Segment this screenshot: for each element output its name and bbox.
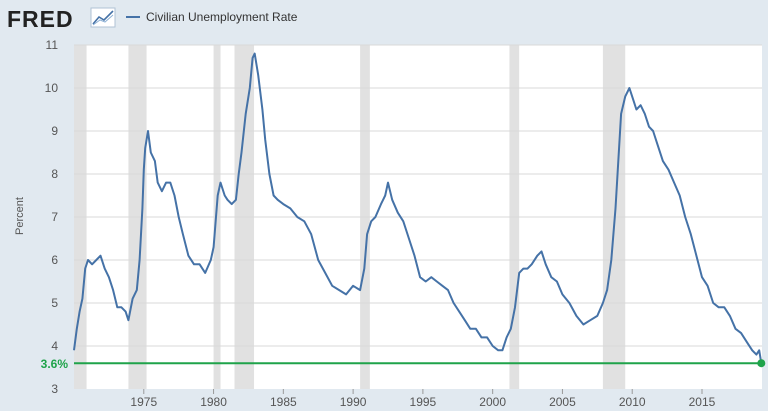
- reference-line-group: 3.6%: [41, 357, 766, 371]
- x-tick-label-1990: 1990: [340, 395, 367, 409]
- x-tick-label-2010: 2010: [619, 395, 646, 409]
- latest-value-marker[interactable]: [757, 359, 766, 368]
- y-tick-label-9: 9: [51, 124, 58, 138]
- legend-label[interactable]: Civilian Unemployment Rate: [146, 10, 298, 24]
- x-axis-ticks: 1975 1980 1985 1990 1995 2000 2005 2010 2015: [130, 389, 716, 409]
- gridlines: [74, 44, 762, 347]
- x-tick-label-2015: 2015: [689, 395, 716, 409]
- series-line-civilian-unemployment-rate: [73, 52, 763, 364]
- x-tick-label-1985: 1985: [270, 395, 297, 409]
- reference-line-label: 3.6%: [41, 357, 69, 371]
- y-axis-ticks: 3 4 5 6 7 8 9 10 11: [45, 38, 59, 396]
- y-tick-label-7: 7: [51, 210, 58, 224]
- y-tick-label-3: 3: [51, 382, 58, 396]
- x-tick-label-1975: 1975: [130, 395, 157, 409]
- y-tick-label-4: 4: [51, 339, 58, 353]
- y-tick-label-5: 5: [51, 296, 58, 310]
- y-tick-label-6: 6: [51, 253, 58, 267]
- y-tick-label-11: 11: [46, 38, 59, 52]
- y-tick-label-10: 10: [45, 81, 59, 95]
- x-tick-label-2000: 2000: [479, 395, 506, 409]
- x-tick-label-2005: 2005: [549, 395, 576, 409]
- fred-chart-icon: [90, 7, 116, 28]
- fred-logo[interactable]: FRED: [7, 6, 74, 32]
- header: FRED Civilian Unemployment Rate: [7, 6, 298, 32]
- x-tick-label-1980: 1980: [200, 395, 227, 409]
- x-tick-label-1995: 1995: [410, 395, 437, 409]
- y-tick-label-8: 8: [51, 167, 58, 181]
- y-axis-label: Percent: [14, 197, 26, 235]
